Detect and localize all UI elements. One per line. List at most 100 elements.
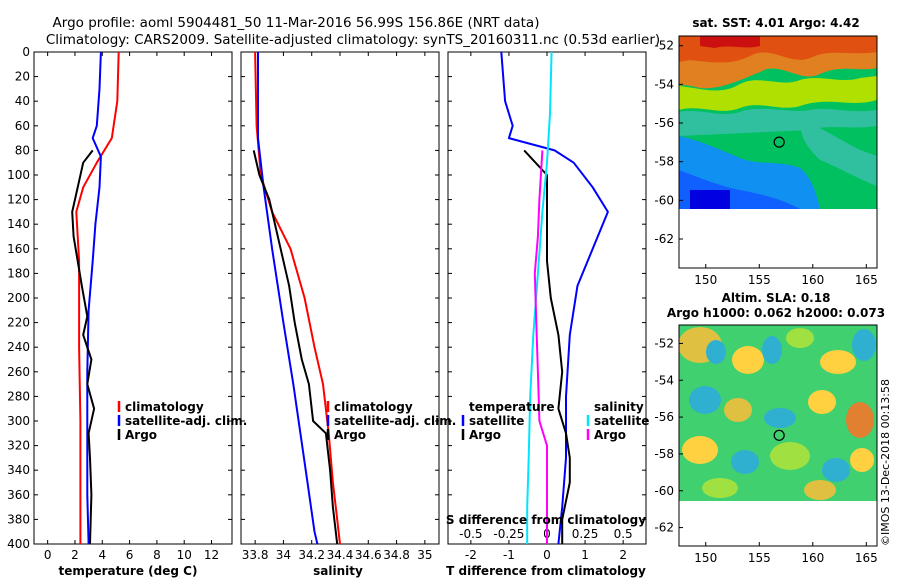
- lon-tick-label: 155: [748, 551, 771, 565]
- legend-label-t-satellite: satellite: [469, 414, 524, 428]
- depth-tick-label: 360: [7, 488, 30, 502]
- x-tick-label: -1: [503, 548, 515, 562]
- x-tick-label: 35: [417, 548, 432, 562]
- legend-title-salinity: salinity: [594, 400, 644, 414]
- x-tick-label: -2: [465, 548, 477, 562]
- lat-tick-label: -62: [654, 521, 674, 535]
- difference-legend: temperature satellite Argo salinity sate…: [461, 400, 649, 442]
- depth-tick-label: 220: [7, 316, 30, 330]
- legend-label-satadj: satellite-adj. clim.: [334, 414, 456, 428]
- s-difference-xlabel: S difference from climatology: [446, 513, 646, 527]
- depth-axis: 0 20 40 60 80 100 120 140 160 180 200 220 240 260 280 3…: [7, 45, 646, 551]
- depth-tick-label: 240: [7, 340, 30, 354]
- depth-tick-label: 60: [15, 119, 30, 133]
- legend-label-argo: Argo: [125, 428, 157, 442]
- series-line-argo: [71, 149, 96, 545]
- lat-tick-label: -60: [654, 193, 674, 207]
- x-tick-label: 8: [153, 548, 161, 562]
- x-tick-label: 0: [543, 548, 551, 562]
- argo-location-marker: [773, 136, 785, 148]
- depth-tick-label: 40: [15, 94, 30, 108]
- depth-tick-label: 180: [7, 266, 30, 280]
- depth-tick-label: 300: [7, 414, 30, 428]
- depth-tick-label: 20: [15, 70, 30, 84]
- temperature-panel-frame: [33, 51, 233, 545]
- x-tick-label: 34.4: [327, 548, 354, 562]
- lon-tick-label: 150: [694, 551, 717, 565]
- salinity-plot: 33.8 34 34.2 34.4 34.6 34.8 35: [242, 51, 432, 562]
- legend-label-climatology: climatology: [125, 400, 204, 414]
- x-tick-label: 6: [126, 548, 134, 562]
- title-line-2: Climatology: CARS2009. Satellite-adjuste…: [46, 32, 660, 48]
- lon-tick-label: 155: [748, 273, 771, 287]
- depth-tick-label: 80: [15, 143, 30, 157]
- lat-tick-label: -54: [654, 373, 674, 387]
- depth-tick-label: 0: [22, 45, 30, 59]
- lon-tick-label: 160: [801, 273, 824, 287]
- series-line-climatology: [75, 51, 120, 544]
- temperature-legend: climatology satellite-adj. clim. Argo: [117, 400, 247, 442]
- lat-tick-label: -62: [654, 232, 674, 246]
- sla-map: 150 155 160 165 -52 -54 -56 -58 -60 -62: [654, 324, 878, 565]
- x-tick-label: 34.8: [383, 548, 410, 562]
- series-line-climatology: [254, 51, 341, 545]
- sst-map-title: sat. SST: 4.01 Argo: 4.42: [692, 16, 859, 30]
- series-line-satellite-adj-clim-: [257, 52, 319, 545]
- series-line-t-argo: [523, 149, 571, 544]
- lat-tick-label: -56: [654, 116, 674, 130]
- legend-title-temperature: temperature: [469, 400, 554, 414]
- depth-tick-label: 100: [7, 168, 30, 182]
- depth-tick-label: 140: [7, 217, 30, 231]
- legend-label-satadj: satellite-adj. clim.: [125, 414, 247, 428]
- x-tick-label: 12: [204, 548, 219, 562]
- legend-label-climatology: climatology: [334, 400, 413, 414]
- lon-tick-label: 165: [855, 551, 878, 565]
- lat-tick-label: -52: [654, 39, 674, 53]
- x2-tick-label: 0.25: [572, 527, 599, 541]
- x-tick-label: 0: [44, 548, 52, 562]
- x-tick-label: 4: [98, 548, 106, 562]
- lat-tick-label: -60: [654, 484, 674, 498]
- legend-label-t-argo: Argo: [469, 428, 501, 442]
- temperature-xlabel: temperature (deg C): [59, 564, 198, 578]
- legend-label-s-argo: Argo: [594, 428, 626, 442]
- x2-tick-label: -0.25: [493, 527, 524, 541]
- depth-tick-label: 280: [7, 389, 30, 403]
- x2-tick-label: 0.5: [614, 527, 633, 541]
- title-line-1: Argo profile: aoml 5904481_50 11-Mar-201…: [53, 15, 540, 31]
- depth-tick-label: 200: [7, 291, 30, 305]
- argo-location-marker: [773, 429, 785, 441]
- salinity-panel-frame: [240, 51, 440, 545]
- depth-tick-label: 400: [7, 537, 30, 551]
- sla-map-title-2: Argo h1000: 0.062 h2000: 0.073: [667, 306, 885, 320]
- x-tick-label: 34.2: [298, 548, 325, 562]
- x-tick-label: 34: [276, 548, 291, 562]
- series-line-t-satellite: [500, 51, 609, 545]
- sla-map-title-1: Altim. SLA: 0.18: [722, 291, 831, 305]
- x-tick-label: 33.8: [242, 548, 269, 562]
- lon-tick-label: 150: [694, 273, 717, 287]
- difference-plot: -2 -1 0 1 2-0.5 -0.25 0 0.25 0.5: [459, 51, 633, 562]
- salinity-xlabel: salinity: [313, 564, 363, 578]
- lat-tick-label: -56: [654, 410, 674, 424]
- lat-tick-label: -54: [654, 77, 674, 91]
- lat-tick-label: -52: [654, 336, 674, 350]
- temperature-plot: 0 2 4 6 8 10 12: [44, 51, 219, 562]
- sst-map: 150 155 160 165 -52 -54 -56 -58 -60 -62: [654, 35, 878, 287]
- t-difference-xlabel: T difference from climatology: [446, 564, 646, 578]
- depth-tick-label: 320: [7, 439, 30, 453]
- lat-tick-label: -58: [654, 447, 674, 461]
- depth-tick-label: 160: [7, 242, 30, 256]
- legend-label-argo: Argo: [334, 428, 366, 442]
- legend-label-s-satellite: satellite: [594, 414, 649, 428]
- watermark: ©IMOS 13-Dec-2018 00:13:58: [879, 379, 892, 546]
- x-tick-label: 10: [177, 548, 192, 562]
- x-tick-label: 2: [619, 548, 627, 562]
- salinity-legend: climatology satellite-adj. clim. Argo: [326, 400, 456, 442]
- x-tick-label: 34.6: [355, 548, 382, 562]
- series-line-argo: [252, 150, 339, 545]
- lon-tick-label: 160: [801, 551, 824, 565]
- depth-tick-label: 340: [7, 463, 30, 477]
- depth-tick-label: 380: [7, 512, 30, 526]
